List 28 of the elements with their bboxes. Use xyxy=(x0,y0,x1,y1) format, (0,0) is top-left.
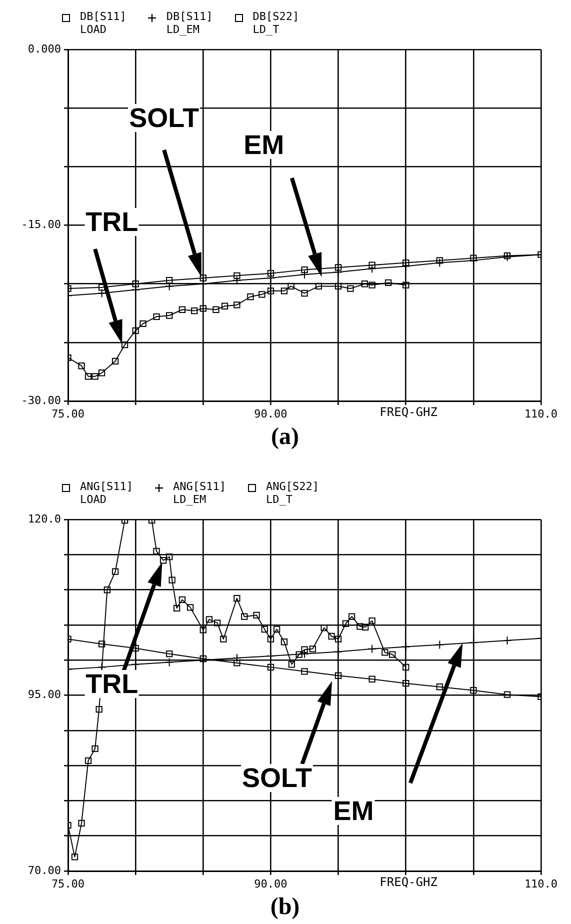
x-tick-label: 110.0 xyxy=(524,407,558,420)
x-axis-title: FREQ-GHZ xyxy=(380,405,438,419)
legend-label: ANG[S22] LD_T xyxy=(266,480,319,506)
y-tick-label: 70.00 xyxy=(28,864,61,877)
annotation: TRL xyxy=(84,669,140,699)
y-tick-label: -30.00 xyxy=(21,394,61,407)
y-tick-label: -15.00 xyxy=(21,218,61,232)
legend-label: DB[S22] LD_T xyxy=(252,10,300,36)
annotation: EM xyxy=(242,130,286,160)
x-tick-label: 75.00 xyxy=(51,407,85,420)
y-tick-label: 0.000 xyxy=(28,42,61,56)
legend-label: DB[S11] LD_EM xyxy=(166,10,213,36)
legend-label: ANG[S11] LOAD xyxy=(80,480,133,506)
x-tick-label: 90.00 xyxy=(254,877,288,890)
text: (b) xyxy=(270,894,300,921)
annotation: SOLT xyxy=(128,103,200,133)
y-tick-label: 120.0 xyxy=(28,512,61,526)
annotation: EM xyxy=(332,796,375,826)
annotation: TRL xyxy=(84,207,140,237)
text: (a) xyxy=(271,424,299,451)
x-axis-title: FREQ-GHZ xyxy=(380,875,438,889)
legend-label: ANG[S11] LD_EM xyxy=(172,480,226,506)
x-tick-label: 90.00 xyxy=(254,407,288,420)
x-tick-label: 75.00 xyxy=(51,877,85,890)
y-tick-label: 95.00 xyxy=(28,688,61,702)
x-tick-label: 110.0 xyxy=(524,877,558,890)
annotation: SOLT xyxy=(240,763,313,793)
legend-label: DB[S11] LOAD xyxy=(80,10,126,36)
